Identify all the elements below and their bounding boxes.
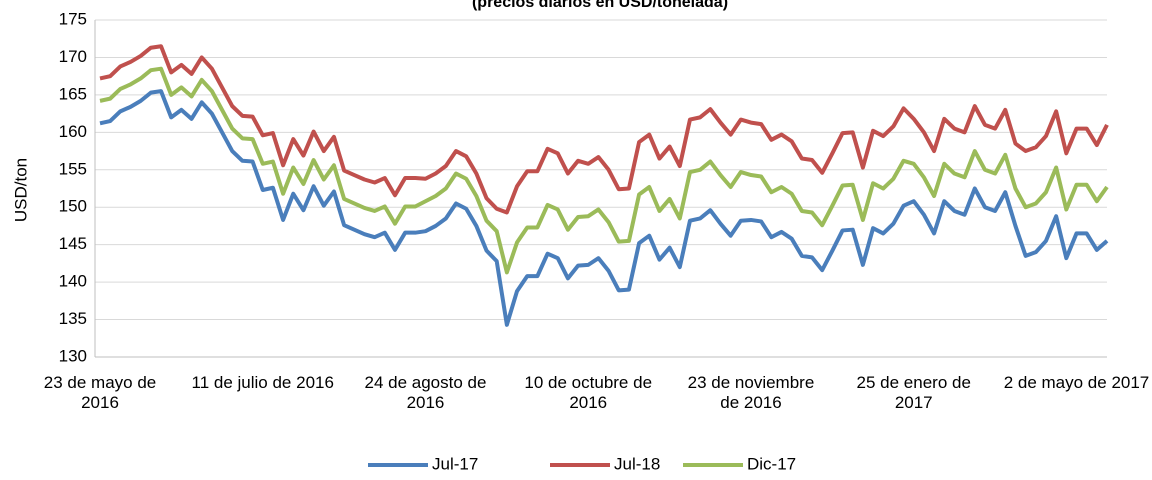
series-line bbox=[99, 89, 1109, 327]
series-line bbox=[99, 66, 1109, 275]
x-tick-label: 23 de noviembre de 2016 bbox=[687, 373, 815, 412]
x-tick-label: 24 de agosto de 2016 bbox=[364, 373, 487, 412]
y-tick-label: 175 bbox=[59, 9, 87, 28]
y-tick-label: 155 bbox=[59, 159, 87, 178]
chart-title: (precios diarios en USD/tonelada) bbox=[472, 0, 728, 11]
y-tick-label: 135 bbox=[59, 309, 87, 328]
series-line bbox=[99, 44, 1109, 215]
x-tick-label: 10 de octubre de 2016 bbox=[524, 373, 653, 412]
y-tick-label: 165 bbox=[59, 84, 87, 103]
legend-label: Jul-18 bbox=[614, 454, 660, 473]
y-tick-label: 160 bbox=[59, 122, 87, 141]
x-tick-label: 2 de mayo de 2017 bbox=[1003, 373, 1150, 392]
y-tick-label: 170 bbox=[59, 47, 87, 66]
y-tick-label: 145 bbox=[59, 234, 87, 253]
legend-label: Dic-17 bbox=[747, 454, 796, 473]
x-tick-label: 11 de julio de 2016 bbox=[191, 373, 334, 392]
x-tick-label: 25 de enero de 2017 bbox=[856, 373, 971, 412]
y-tick-label: 130 bbox=[59, 346, 87, 365]
legend-label: Jul-17 bbox=[432, 454, 478, 473]
x-tick-label: 23 de mayo de 2016 bbox=[43, 373, 157, 412]
y-axis-label: USD/ton bbox=[11, 158, 30, 222]
y-tick-label: 150 bbox=[59, 197, 87, 216]
y-tick-label: 140 bbox=[59, 272, 87, 291]
